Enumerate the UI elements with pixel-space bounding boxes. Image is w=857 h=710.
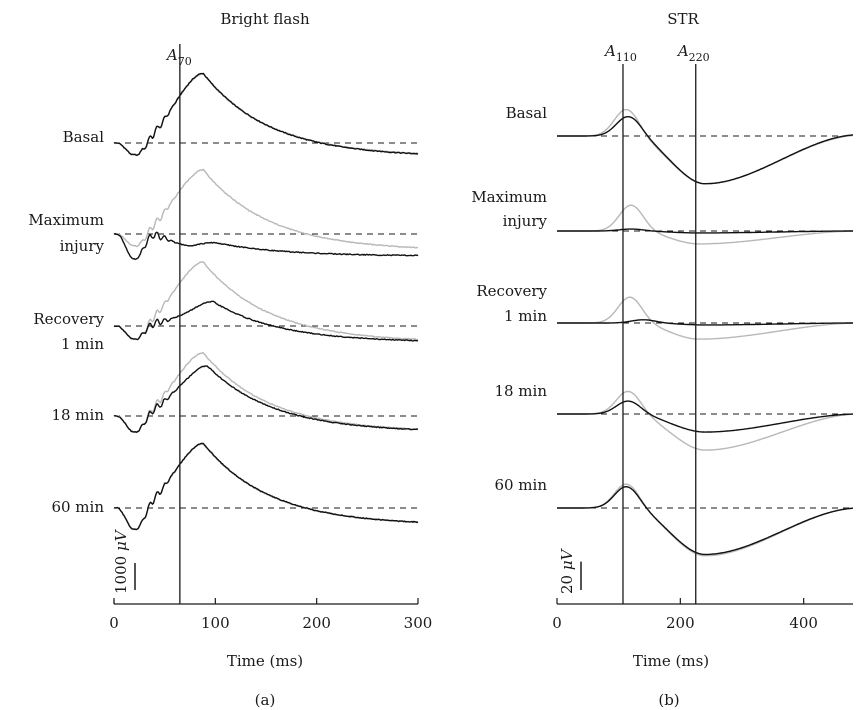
panel-a-control-trace — [114, 168, 419, 249]
panel-a-row-label: 1 min — [61, 335, 104, 353]
panel-a-row-label: Maximum — [28, 211, 104, 229]
panel-b-row-label: Maximum — [471, 188, 547, 206]
panel-b-markers: A110 A220 — [603, 42, 710, 604]
panel-b-row-label: Basal — [506, 104, 548, 122]
panel-b-row-label: injury — [503, 212, 548, 230]
panel-a-control-trace — [114, 261, 419, 341]
panel-a-treated-trace — [113, 72, 419, 157]
panel-b-row-labels: Basal Maximum injury Recovery 1 min 18 min 60 … — [471, 104, 547, 494]
panel-a-baselines — [114, 142, 418, 509]
panel-b-row-label: Recovery — [476, 282, 547, 300]
panel-a: Bright flash Basal Maximum injury Recovery 1… — [28, 10, 432, 709]
panel-b-scale-bar-label: 20 μV — [558, 547, 576, 594]
panel-b: STR Basal Maximum injury Recovery 1 min 18 mi… — [471, 10, 854, 709]
a70-marker-label: A70 — [165, 46, 192, 68]
panel-b-control-trace — [557, 390, 853, 451]
panel-a-control-trace — [113, 442, 419, 531]
panel-a-row-label: Basal — [63, 128, 105, 146]
panel-b-treated-trace — [557, 486, 854, 556]
panel-a-x-tick-label: 300 — [404, 614, 433, 632]
panel-b-x-tick-label: 200 — [666, 614, 695, 632]
panel-a-x-tick-label: 100 — [201, 614, 230, 632]
panel-b-label: (b) — [658, 691, 679, 709]
panel-a-row-labels: Basal Maximum injury Recovery 1 min 18 min 60 … — [28, 128, 104, 516]
panel-a-treated-trace — [113, 442, 419, 531]
panel-b-row-label: 1 min — [504, 307, 547, 325]
panel-b-x-tick-label: 400 — [789, 614, 818, 632]
panel-b-title: STR — [667, 10, 699, 28]
panel-b-ticks: 0 200 400 — [552, 598, 818, 632]
panel-a-treated-trace — [113, 231, 419, 261]
panel-a-row-label: injury — [60, 237, 105, 255]
panel-b-treated-trace — [557, 116, 854, 185]
panel-a-scale-bar-label: 1000 μV — [112, 528, 130, 594]
panel-b-control-trace — [557, 296, 853, 340]
panel-a-row-label: Recovery — [33, 310, 104, 328]
panel-a-row-label: 60 min — [51, 498, 104, 516]
panel-b-xlabel: Time (ms) — [633, 652, 709, 670]
panel-b-treated-trace — [557, 319, 853, 326]
panel-a-treated-trace — [113, 365, 419, 434]
panel-a-label: (a) — [255, 691, 276, 709]
panel-a-x-tick-label: 200 — [302, 614, 331, 632]
panel-a-row-label: 18 min — [51, 406, 104, 424]
panel-b-row-label: 18 min — [494, 382, 547, 400]
panel-b-x-tick-label: 0 — [552, 614, 562, 632]
panel-a-traces — [113, 72, 419, 531]
panel-b-row-label: 60 min — [494, 476, 547, 494]
panel-b-treated-trace — [557, 400, 853, 433]
panel-b-control-trace — [557, 204, 853, 245]
a110-marker-label: A110 — [603, 42, 637, 64]
panel-a-x-tick-label: 0 — [109, 614, 119, 632]
panel-a-ticks: 0 100 200 300 — [109, 598, 432, 632]
panel-a-title: Bright flash — [220, 10, 310, 28]
panel-b-treated-trace — [557, 228, 853, 234]
a220-marker-label: A220 — [676, 42, 710, 64]
panel-a-treated-trace — [113, 300, 419, 342]
panel-a-xlabel: Time (ms) — [227, 652, 303, 670]
panel-b-traces — [557, 108, 854, 557]
panel-a-control-trace — [113, 351, 419, 433]
